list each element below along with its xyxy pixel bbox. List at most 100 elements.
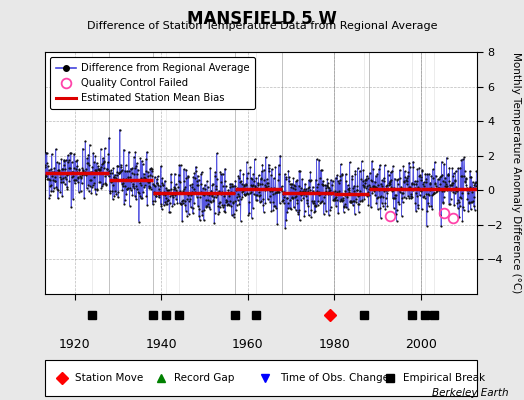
Point [219,204,227,210]
Point [298,191,306,197]
Point [79,166,88,173]
Point [407,190,416,197]
Point [346,199,355,205]
Point [104,151,113,157]
Point [456,164,464,171]
Point [180,198,189,204]
Point [102,171,111,177]
Point [386,178,395,184]
Point [96,166,104,172]
Point [171,181,180,188]
Point [132,183,140,189]
Point [465,198,473,205]
Point [276,200,284,206]
Point [300,212,309,219]
Point [275,162,283,168]
Point [272,189,281,195]
Point [230,190,238,196]
Point [350,198,358,204]
Point [210,194,218,200]
Text: Berkeley Earth: Berkeley Earth [432,388,508,398]
Point [449,189,457,195]
Point [57,179,65,186]
Point [75,166,83,172]
Point [250,156,259,163]
Point [370,184,379,190]
Point [313,201,322,208]
Point [472,168,481,174]
Point [335,179,343,186]
Point [101,173,109,179]
Point [268,188,277,194]
Point [412,208,420,214]
Point [101,145,109,152]
Text: 1940: 1940 [146,338,177,351]
Point [392,218,401,224]
Point [269,207,278,214]
Point [443,172,452,178]
Point [421,186,429,192]
Point [94,163,102,170]
Point [428,206,436,212]
Point [372,200,380,206]
Point [266,198,274,205]
Point [329,189,337,195]
Point [314,198,322,204]
Point [414,205,422,212]
Point [71,180,79,187]
Point [61,174,69,180]
Point [137,182,145,188]
Point [228,212,236,218]
Point [127,178,136,184]
Point [80,171,88,177]
Point [317,198,325,205]
Point [242,180,250,187]
Point [221,208,230,215]
Point [437,223,445,230]
Point [342,178,351,184]
Point [222,199,230,205]
Point [170,170,179,177]
Point [396,175,405,181]
Point [244,212,253,218]
Point [214,202,222,209]
Point [333,196,341,203]
Point [122,162,130,169]
Point [457,195,465,201]
Point [122,176,130,182]
Point [135,218,143,225]
Point [276,185,285,191]
Point [146,184,154,190]
Point [369,183,377,189]
Point [267,185,275,191]
Point [189,174,198,180]
Point [155,194,163,201]
Text: 1960: 1960 [232,338,264,351]
Point [270,185,278,191]
Point [58,165,66,172]
Point [111,188,119,194]
Point [294,210,302,217]
Point [194,203,202,209]
Point [379,203,387,209]
Point [191,175,199,181]
Point [100,159,108,166]
Point [202,197,210,203]
Point [60,156,68,163]
Point [219,170,227,177]
Point [192,194,201,200]
Point [450,178,458,184]
Point [101,180,110,186]
Point [251,183,259,190]
Point [424,202,433,209]
Point [182,207,190,214]
Point [187,204,195,210]
Point [446,182,454,188]
Point [390,184,398,191]
Point [435,185,443,191]
Point [458,190,466,196]
Point [287,184,295,190]
Point [447,182,456,188]
Point [422,176,431,182]
Point [223,201,232,208]
